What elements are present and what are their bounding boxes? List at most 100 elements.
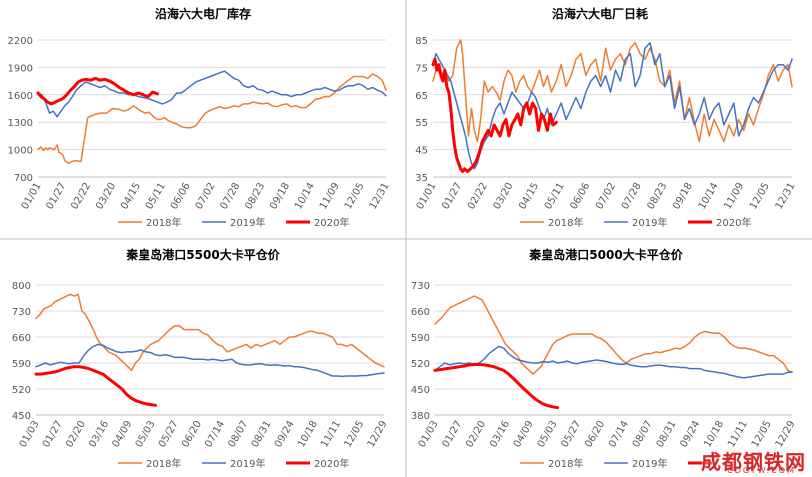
legend-label: 2018年 bbox=[548, 457, 583, 470]
x-tick-label: 01/01 bbox=[415, 181, 439, 211]
y-tick-label: 660 bbox=[12, 333, 31, 344]
x-tick-label: 06/06 bbox=[169, 181, 193, 211]
x-tick-label: 06/06 bbox=[569, 181, 593, 211]
x-tick-label: 02/20 bbox=[64, 419, 88, 449]
series-line-s2020 bbox=[36, 76, 159, 106]
x-tick-label: 11/09 bbox=[318, 181, 342, 211]
y-tick-label: 800 bbox=[12, 281, 31, 292]
x-tick-label: 11/11 bbox=[319, 419, 343, 449]
y-tick-label: 65 bbox=[415, 91, 428, 102]
x-tick-label: 04/15 bbox=[119, 181, 143, 211]
y-tick-label: 45 bbox=[415, 146, 428, 157]
legend-label: 2019年 bbox=[632, 457, 667, 470]
x-tick-label: 01/27 bbox=[440, 181, 464, 211]
x-tick-label: 12/31 bbox=[774, 181, 798, 211]
legend-label: 2020年 bbox=[314, 457, 349, 470]
x-tick-label: 07/14 bbox=[203, 419, 227, 449]
x-tick-label: 03/20 bbox=[94, 181, 118, 211]
x-tick-label: 12/29 bbox=[366, 419, 390, 449]
x-tick-label: 05/27 bbox=[559, 419, 583, 449]
legend-label: 2019年 bbox=[632, 216, 667, 229]
x-tick-label: 10/14 bbox=[293, 181, 317, 211]
watermark-site-text: CDGTW.COM bbox=[727, 466, 796, 475]
series-line-s2018 bbox=[37, 73, 387, 165]
x-tick-label: 01/03 bbox=[18, 419, 42, 449]
x-tick-label: 08/07 bbox=[226, 419, 250, 449]
x-tick-label: 07/02 bbox=[594, 181, 618, 211]
x-tick-label: 05/11 bbox=[144, 181, 168, 211]
series-line-s2018 bbox=[434, 295, 793, 375]
series-line-s2020 bbox=[34, 365, 157, 407]
y-tick-label: 730 bbox=[12, 307, 31, 318]
x-tick-label: 12/05 bbox=[748, 181, 772, 211]
x-tick-label: 02/22 bbox=[69, 181, 93, 211]
legend-label: 2020年 bbox=[716, 216, 751, 229]
x-tick-label: 05/27 bbox=[157, 419, 181, 449]
chart-title: 沿海六大电厂日耗 bbox=[551, 6, 648, 21]
x-tick-label: 09/24 bbox=[273, 419, 297, 449]
x-tick-label: 02/22 bbox=[466, 181, 490, 211]
x-tick-label: 11/11 bbox=[726, 419, 750, 449]
x-tick-label: 02/20 bbox=[464, 419, 488, 449]
x-tick-label: 11/09 bbox=[722, 181, 746, 211]
series-line-s2018 bbox=[35, 293, 385, 372]
x-tick-label: 10/18 bbox=[702, 419, 726, 449]
y-tick-label: 55 bbox=[415, 118, 428, 129]
x-tick-label: 07/02 bbox=[194, 181, 218, 211]
y-tick-label: 75 bbox=[415, 63, 428, 74]
chart-panel-1: 沿海六大电厂日耗 35 45 55 65 75 85 01/01 01/27 02/22 03/20… bbox=[415, 6, 798, 229]
x-tick-label: 07/28 bbox=[219, 181, 243, 211]
x-tick-label: 12/29 bbox=[774, 419, 798, 449]
watermark: 成都钢铁网 CDGTW.COM bbox=[660, 446, 810, 476]
x-tick-label: 08/07 bbox=[631, 419, 655, 449]
legend-label: 2018年 bbox=[146, 457, 181, 470]
legend-label: 2020年 bbox=[314, 216, 349, 229]
y-tick-label: 1600 bbox=[8, 91, 33, 102]
x-tick-label: 08/23 bbox=[243, 181, 267, 211]
y-tick-label: 520 bbox=[12, 385, 31, 396]
y-tick-label: 85 bbox=[415, 36, 428, 47]
x-tick-label: 08/23 bbox=[645, 181, 669, 211]
x-tick-label: 01/27 bbox=[440, 419, 464, 449]
watermark-logo-text: 成都钢铁网 bbox=[701, 450, 806, 474]
x-tick-label: 12/05 bbox=[750, 419, 774, 449]
x-tick-label: 05/03 bbox=[536, 419, 560, 449]
legend-label: 2018年 bbox=[548, 216, 583, 229]
y-tick-label: 380 bbox=[411, 411, 430, 422]
x-tick-label: 07/28 bbox=[620, 181, 644, 211]
legend-label: 2018年 bbox=[146, 216, 181, 229]
chart-title: 秦皇岛港口5500大卡平仓价 bbox=[125, 247, 280, 262]
x-tick-label: 05/03 bbox=[134, 419, 158, 449]
y-tick-label: 520 bbox=[411, 359, 430, 370]
y-tick-label: 1300 bbox=[8, 118, 33, 129]
x-tick-label: 01/03 bbox=[417, 419, 441, 449]
x-tick-label: 10/14 bbox=[697, 181, 721, 211]
x-tick-label: 04/09 bbox=[110, 419, 134, 449]
x-tick-label: 09/18 bbox=[671, 181, 695, 211]
x-tick-label: 12/05 bbox=[342, 419, 366, 449]
series-line-s2019 bbox=[434, 345, 793, 379]
series-line-s2019 bbox=[37, 70, 387, 118]
y-tick-label: 1900 bbox=[8, 63, 33, 74]
x-tick-label: 05/11 bbox=[543, 181, 567, 211]
chart-title: 秦皇岛港口5000大卡平仓价 bbox=[528, 247, 683, 262]
y-tick-label: 35 bbox=[415, 173, 428, 184]
x-tick-label: 03/16 bbox=[87, 419, 111, 449]
x-tick-label: 04/09 bbox=[512, 419, 536, 449]
x-tick-label: 01/27 bbox=[45, 181, 69, 211]
chart-panel-3: 秦皇岛港口5000大卡平仓价 380 450 520 590 660 730 01/03 01/… bbox=[411, 247, 798, 470]
y-tick-label: 700 bbox=[14, 173, 33, 184]
x-tick-label: 08/31 bbox=[655, 419, 679, 449]
chart-title: 沿海六大电厂库存 bbox=[154, 6, 251, 21]
y-tick-label: 2200 bbox=[8, 36, 33, 47]
x-tick-label: 09/18 bbox=[268, 181, 292, 211]
x-tick-label: 04/15 bbox=[517, 181, 541, 211]
legend-label: 2019年 bbox=[230, 216, 265, 229]
x-tick-label: 01/01 bbox=[20, 181, 44, 211]
y-tick-label: 450 bbox=[12, 411, 31, 422]
y-tick-label: 590 bbox=[411, 333, 430, 344]
x-tick-label: 12/05 bbox=[343, 181, 367, 211]
x-tick-label: 08/31 bbox=[250, 419, 274, 449]
x-tick-label: 03/20 bbox=[492, 181, 516, 211]
x-tick-label: 10/18 bbox=[296, 419, 320, 449]
